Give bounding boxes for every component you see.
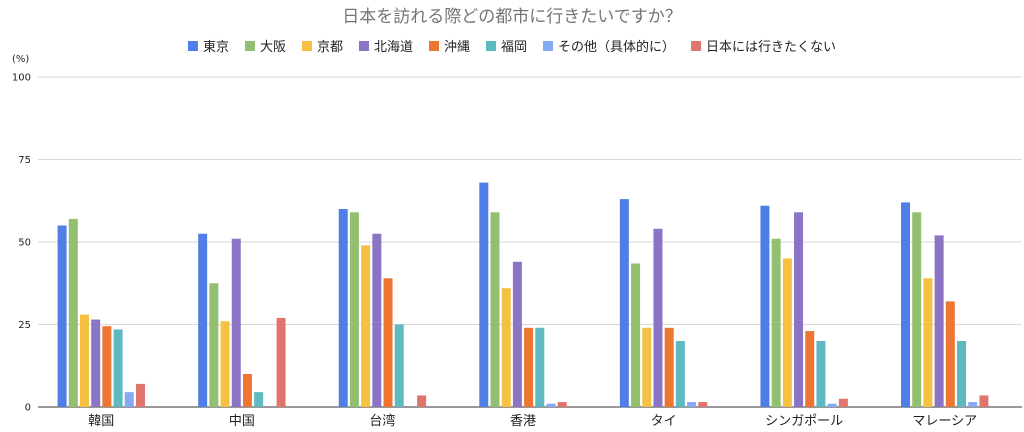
- legend-label: 沖縄: [444, 40, 470, 55]
- bar: [782, 258, 792, 407]
- legend-label: 東京: [203, 39, 229, 55]
- legend-item: 北海道: [358, 40, 413, 55]
- bar: [102, 326, 112, 407]
- legend-label: 大阪: [260, 40, 286, 55]
- bar: [91, 319, 101, 407]
- bar: [619, 199, 629, 407]
- bar: [827, 403, 837, 407]
- bar: [698, 402, 708, 407]
- bar: [198, 233, 208, 407]
- bar: [361, 245, 371, 407]
- bar: [642, 327, 652, 407]
- y-tick-label: 75: [18, 155, 31, 166]
- bar: [979, 395, 989, 407]
- x-category-label: マレーシア: [912, 414, 977, 429]
- bar: [923, 278, 933, 407]
- legend-label: 日本には行きたくない: [706, 40, 836, 55]
- bar: [372, 233, 382, 407]
- bar: [664, 327, 674, 407]
- y-tick-label: 50: [18, 238, 31, 249]
- bar: [479, 182, 489, 407]
- bar: [417, 395, 427, 407]
- bar: [794, 212, 804, 407]
- y-axis-unit: (%): [12, 54, 29, 65]
- legend-item: 京都: [301, 40, 343, 55]
- legend-swatch: [543, 41, 554, 51]
- x-category-label: タイ: [651, 414, 677, 429]
- x-axis-labels: 韓国 中国 台湾 香港 タイ シンガポール マレーシア: [88, 413, 977, 429]
- bar: [79, 314, 89, 407]
- bar: [901, 202, 911, 407]
- legend-label: 京都: [317, 40, 343, 55]
- legend-item: 日本には行きたくない: [691, 40, 836, 55]
- legend-label: 北海道: [374, 40, 413, 55]
- x-category-label: 香港: [510, 414, 536, 429]
- bar: [209, 283, 219, 407]
- legend-label: 福岡: [501, 40, 527, 55]
- bar: [383, 278, 393, 407]
- x-category-label: シンガポール: [765, 414, 843, 429]
- bar: [394, 324, 404, 407]
- legend-swatch: [486, 41, 497, 51]
- legend-item: 福岡: [486, 40, 527, 55]
- bar: [135, 383, 145, 407]
- bar: [338, 209, 348, 407]
- bar: [276, 317, 286, 407]
- bar: [231, 238, 241, 407]
- bar: [113, 329, 123, 407]
- bar: [524, 327, 534, 407]
- bar: [557, 402, 567, 407]
- bar: [349, 212, 359, 407]
- bar: [653, 228, 663, 407]
- y-tick-label: 100: [12, 73, 31, 84]
- bar: [242, 374, 252, 407]
- legend-swatch: [244, 41, 255, 51]
- bar: [805, 331, 815, 407]
- legend-swatch: [301, 41, 312, 51]
- y-axis-ticks: 0 25 50 75 100: [12, 73, 31, 414]
- bar: [816, 341, 826, 407]
- chart-title: 日本を訪れる際どの都市に行きたいですか？: [342, 7, 682, 27]
- bar: [254, 392, 264, 407]
- x-category-label: 中国: [229, 414, 255, 429]
- y-tick-label: 0: [25, 403, 31, 414]
- bar: [490, 212, 500, 407]
- x-category-label: 台湾: [369, 413, 395, 429]
- legend-label: その他（具体的に）: [558, 39, 675, 55]
- bar: [68, 218, 78, 407]
- legend-swatch: [358, 41, 369, 51]
- legend: 東京 大阪 京都 北海道 沖縄 福岡 その他（具体的に） 日本には行きたくない: [187, 39, 836, 55]
- legend-item: その他（具体的に）: [543, 39, 675, 55]
- bar: [535, 327, 545, 407]
- bar: [124, 392, 134, 407]
- bar: [771, 238, 781, 407]
- bar: [968, 402, 978, 407]
- bar: [512, 261, 522, 407]
- bars: [57, 182, 989, 407]
- bar: [957, 341, 967, 407]
- bar: [838, 398, 848, 407]
- legend-item: 沖縄: [429, 40, 470, 55]
- legend-swatch: [429, 41, 439, 51]
- bar: [760, 205, 770, 407]
- bar: [675, 341, 685, 407]
- legend-swatch: [691, 41, 702, 51]
- bar: [220, 321, 230, 407]
- bar: [945, 301, 955, 407]
- x-category-label: 韓国: [88, 414, 114, 429]
- legend-item: 大阪: [244, 40, 286, 55]
- y-tick-label: 25: [18, 320, 31, 331]
- legend-swatch: [187, 41, 198, 51]
- bar: [546, 403, 556, 407]
- bar: [57, 225, 67, 407]
- bar: [934, 235, 944, 407]
- bar: [687, 402, 697, 407]
- bar: [631, 263, 641, 407]
- legend-item: 東京: [187, 39, 229, 55]
- bar: [501, 288, 511, 407]
- bar: [912, 212, 922, 407]
